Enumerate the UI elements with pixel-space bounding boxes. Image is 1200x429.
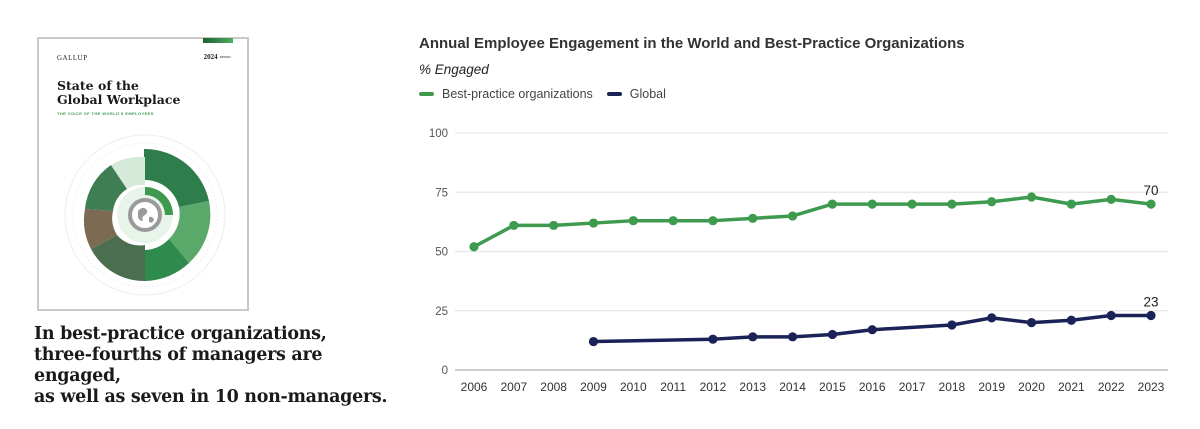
caption-text: In best-practice organizations, three-fo… bbox=[34, 324, 388, 407]
data-point-global bbox=[1066, 315, 1076, 325]
data-point-best-practice bbox=[509, 220, 519, 231]
data-point-global bbox=[588, 336, 599, 347]
data-point-best-practice bbox=[1026, 192, 1037, 202]
x-tick-label: 2017 bbox=[899, 380, 926, 394]
x-tick-label: 2014 bbox=[779, 380, 806, 394]
data-point-best-practice bbox=[668, 216, 678, 226]
data-point-best-practice bbox=[628, 216, 638, 226]
data-point-global bbox=[748, 332, 758, 342]
legend-label-best-practice: Best-practice organizations bbox=[442, 87, 593, 101]
y-tick-label: 75 bbox=[435, 187, 448, 199]
data-point-best-practice bbox=[947, 199, 957, 209]
data-point-global bbox=[1106, 310, 1116, 321]
y-tick-label: 25 bbox=[435, 306, 448, 318]
cover-brand: GALLUP bbox=[57, 54, 88, 62]
end-label-best-practice: 70 bbox=[1143, 183, 1158, 198]
x-tick-label: 2019 bbox=[978, 380, 1005, 394]
x-axis-ticks: 2006 2007 2008 2009 2010 2011 2012 2013 2014 2015… bbox=[461, 380, 1165, 394]
legend-item-global: Global bbox=[606, 87, 666, 101]
data-point-best-practice bbox=[907, 199, 917, 209]
y-tick-label: 50 bbox=[435, 247, 448, 259]
x-tick-label: 2011 bbox=[660, 380, 686, 394]
cover-accent-bar bbox=[203, 38, 233, 43]
x-tick-label: 2006 bbox=[461, 380, 488, 394]
data-point-global bbox=[987, 313, 997, 323]
wheel-dotted-ring bbox=[72, 142, 218, 288]
wheel-segment bbox=[145, 239, 189, 281]
wheel-segment bbox=[169, 201, 211, 263]
data-point-best-practice bbox=[708, 216, 718, 226]
x-tick-label: 2018 bbox=[939, 380, 966, 394]
y-tick-label: 0 bbox=[442, 365, 448, 377]
wheel-segment bbox=[111, 156, 145, 189]
data-point-best-practice bbox=[827, 199, 838, 209]
data-point-global bbox=[708, 334, 718, 344]
x-tick-label: 2008 bbox=[540, 380, 567, 394]
data-point-best-practice bbox=[787, 211, 798, 221]
wheel-inner-accent bbox=[145, 187, 173, 215]
legend-swatch-best-practice bbox=[419, 92, 434, 96]
x-tick-label: 2022 bbox=[1098, 380, 1125, 394]
series-line-global bbox=[591, 313, 1153, 344]
x-tick-label: 2010 bbox=[620, 380, 647, 394]
data-point-best-practice bbox=[748, 213, 758, 223]
series-line-best-practice bbox=[472, 195, 1153, 249]
x-tick-label: 2007 bbox=[500, 380, 527, 394]
wheel-outer-ring bbox=[64, 134, 226, 296]
y-tick-label: 100 bbox=[429, 128, 448, 140]
legend-item-best-practice: Best-practice organizations bbox=[419, 87, 593, 101]
cover-photo-wheel bbox=[64, 134, 226, 296]
chart-subtitle: % Engaged bbox=[419, 62, 489, 77]
data-point-global bbox=[827, 329, 838, 340]
data-point-global bbox=[867, 325, 877, 335]
data-point-best-practice bbox=[987, 197, 997, 207]
x-tick-label: 2013 bbox=[739, 380, 766, 394]
data-point-best-practice bbox=[1066, 199, 1076, 209]
data-point-global bbox=[787, 332, 798, 342]
data-point-global bbox=[947, 320, 957, 330]
wheel-segment bbox=[85, 165, 127, 211]
cover-title: State of the Global Workplace bbox=[57, 78, 181, 107]
data-point-best-practice bbox=[469, 242, 479, 252]
end-labels: 70 23 bbox=[1143, 183, 1158, 309]
x-tick-label: 2015 bbox=[819, 380, 846, 394]
data-point-best-practice bbox=[867, 199, 877, 209]
chart-legend: Best-practice organizations Global bbox=[419, 87, 680, 101]
gridlines bbox=[455, 132, 1168, 371]
x-tick-label: 2023 bbox=[1138, 380, 1165, 394]
x-tick-label: 2021 bbox=[1058, 380, 1085, 394]
x-tick-label: 2020 bbox=[1018, 380, 1045, 394]
chart-title: Annual Employee Engagement in the World … bbox=[419, 35, 965, 52]
cover-year-suffix: REPORT bbox=[219, 55, 231, 60]
cover-year: 2024 REPORT bbox=[204, 53, 231, 61]
y-axis-ticks: 0 25 50 75 100 bbox=[429, 128, 448, 377]
data-point-best-practice bbox=[549, 220, 559, 231]
data-point-best-practice bbox=[1106, 194, 1116, 204]
data-point-global bbox=[1026, 318, 1037, 328]
x-tick-label: 2016 bbox=[859, 380, 886, 394]
wheel-segment bbox=[145, 149, 209, 207]
data-point-global bbox=[1146, 310, 1156, 321]
wheel-segment bbox=[83, 209, 117, 249]
data-point-best-practice bbox=[1146, 199, 1156, 209]
x-tick-label: 2009 bbox=[580, 380, 607, 394]
report-cover: GALLUP 2024 REPORT State of the Global Wo… bbox=[37, 37, 249, 311]
data-point-best-practice bbox=[588, 218, 599, 228]
cover-subtitle: THE VOICE OF THE WORLD'S EMPLOYEES bbox=[57, 111, 154, 116]
wheel-segment bbox=[91, 235, 145, 282]
end-label-global: 23 bbox=[1143, 294, 1158, 309]
x-tick-label: 2012 bbox=[700, 380, 727, 394]
globe-continents bbox=[138, 207, 154, 223]
legend-label-global: Global bbox=[629, 87, 666, 101]
series-group bbox=[469, 192, 1156, 347]
cover-year-number: 2024 bbox=[203, 53, 218, 61]
legend-swatch-global bbox=[606, 92, 622, 96]
